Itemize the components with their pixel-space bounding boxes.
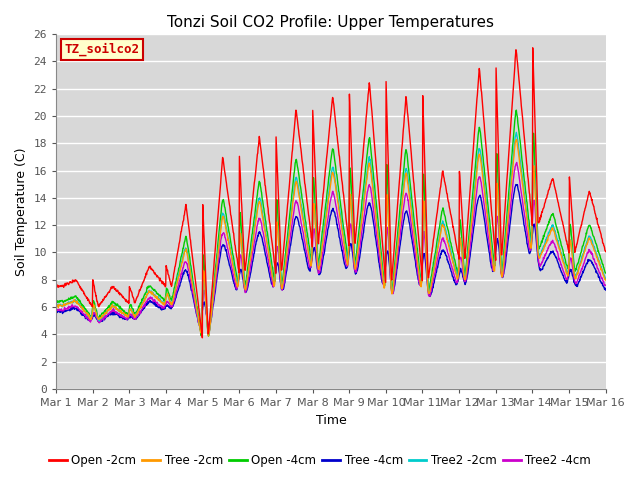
Title: Tonzi Soil CO2 Profile: Upper Temperatures: Tonzi Soil CO2 Profile: Upper Temperatur… — [168, 15, 494, 30]
Text: TZ_soilco2: TZ_soilco2 — [65, 43, 140, 56]
X-axis label: Time: Time — [316, 414, 346, 427]
Legend: Open -2cm, Tree -2cm, Open -4cm, Tree -4cm, Tree2 -2cm, Tree2 -4cm: Open -2cm, Tree -2cm, Open -4cm, Tree -4… — [44, 449, 596, 472]
Y-axis label: Soil Temperature (C): Soil Temperature (C) — [15, 147, 28, 276]
